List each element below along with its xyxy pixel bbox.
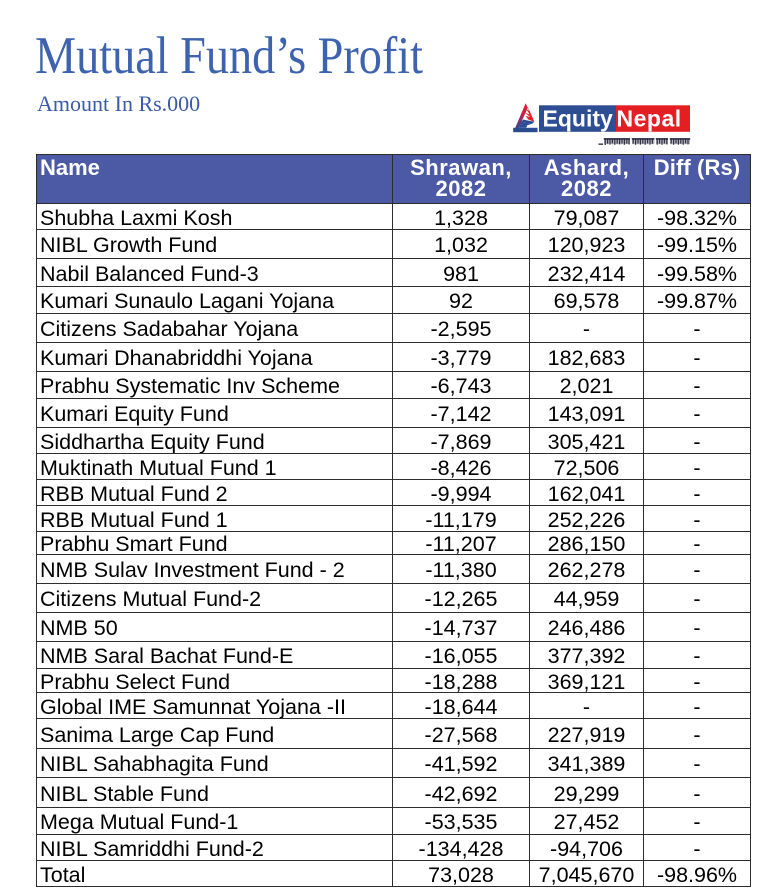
- svg-text:Nepal: Nepal: [617, 106, 682, 132]
- svg-text:Equity: Equity: [543, 106, 613, 132]
